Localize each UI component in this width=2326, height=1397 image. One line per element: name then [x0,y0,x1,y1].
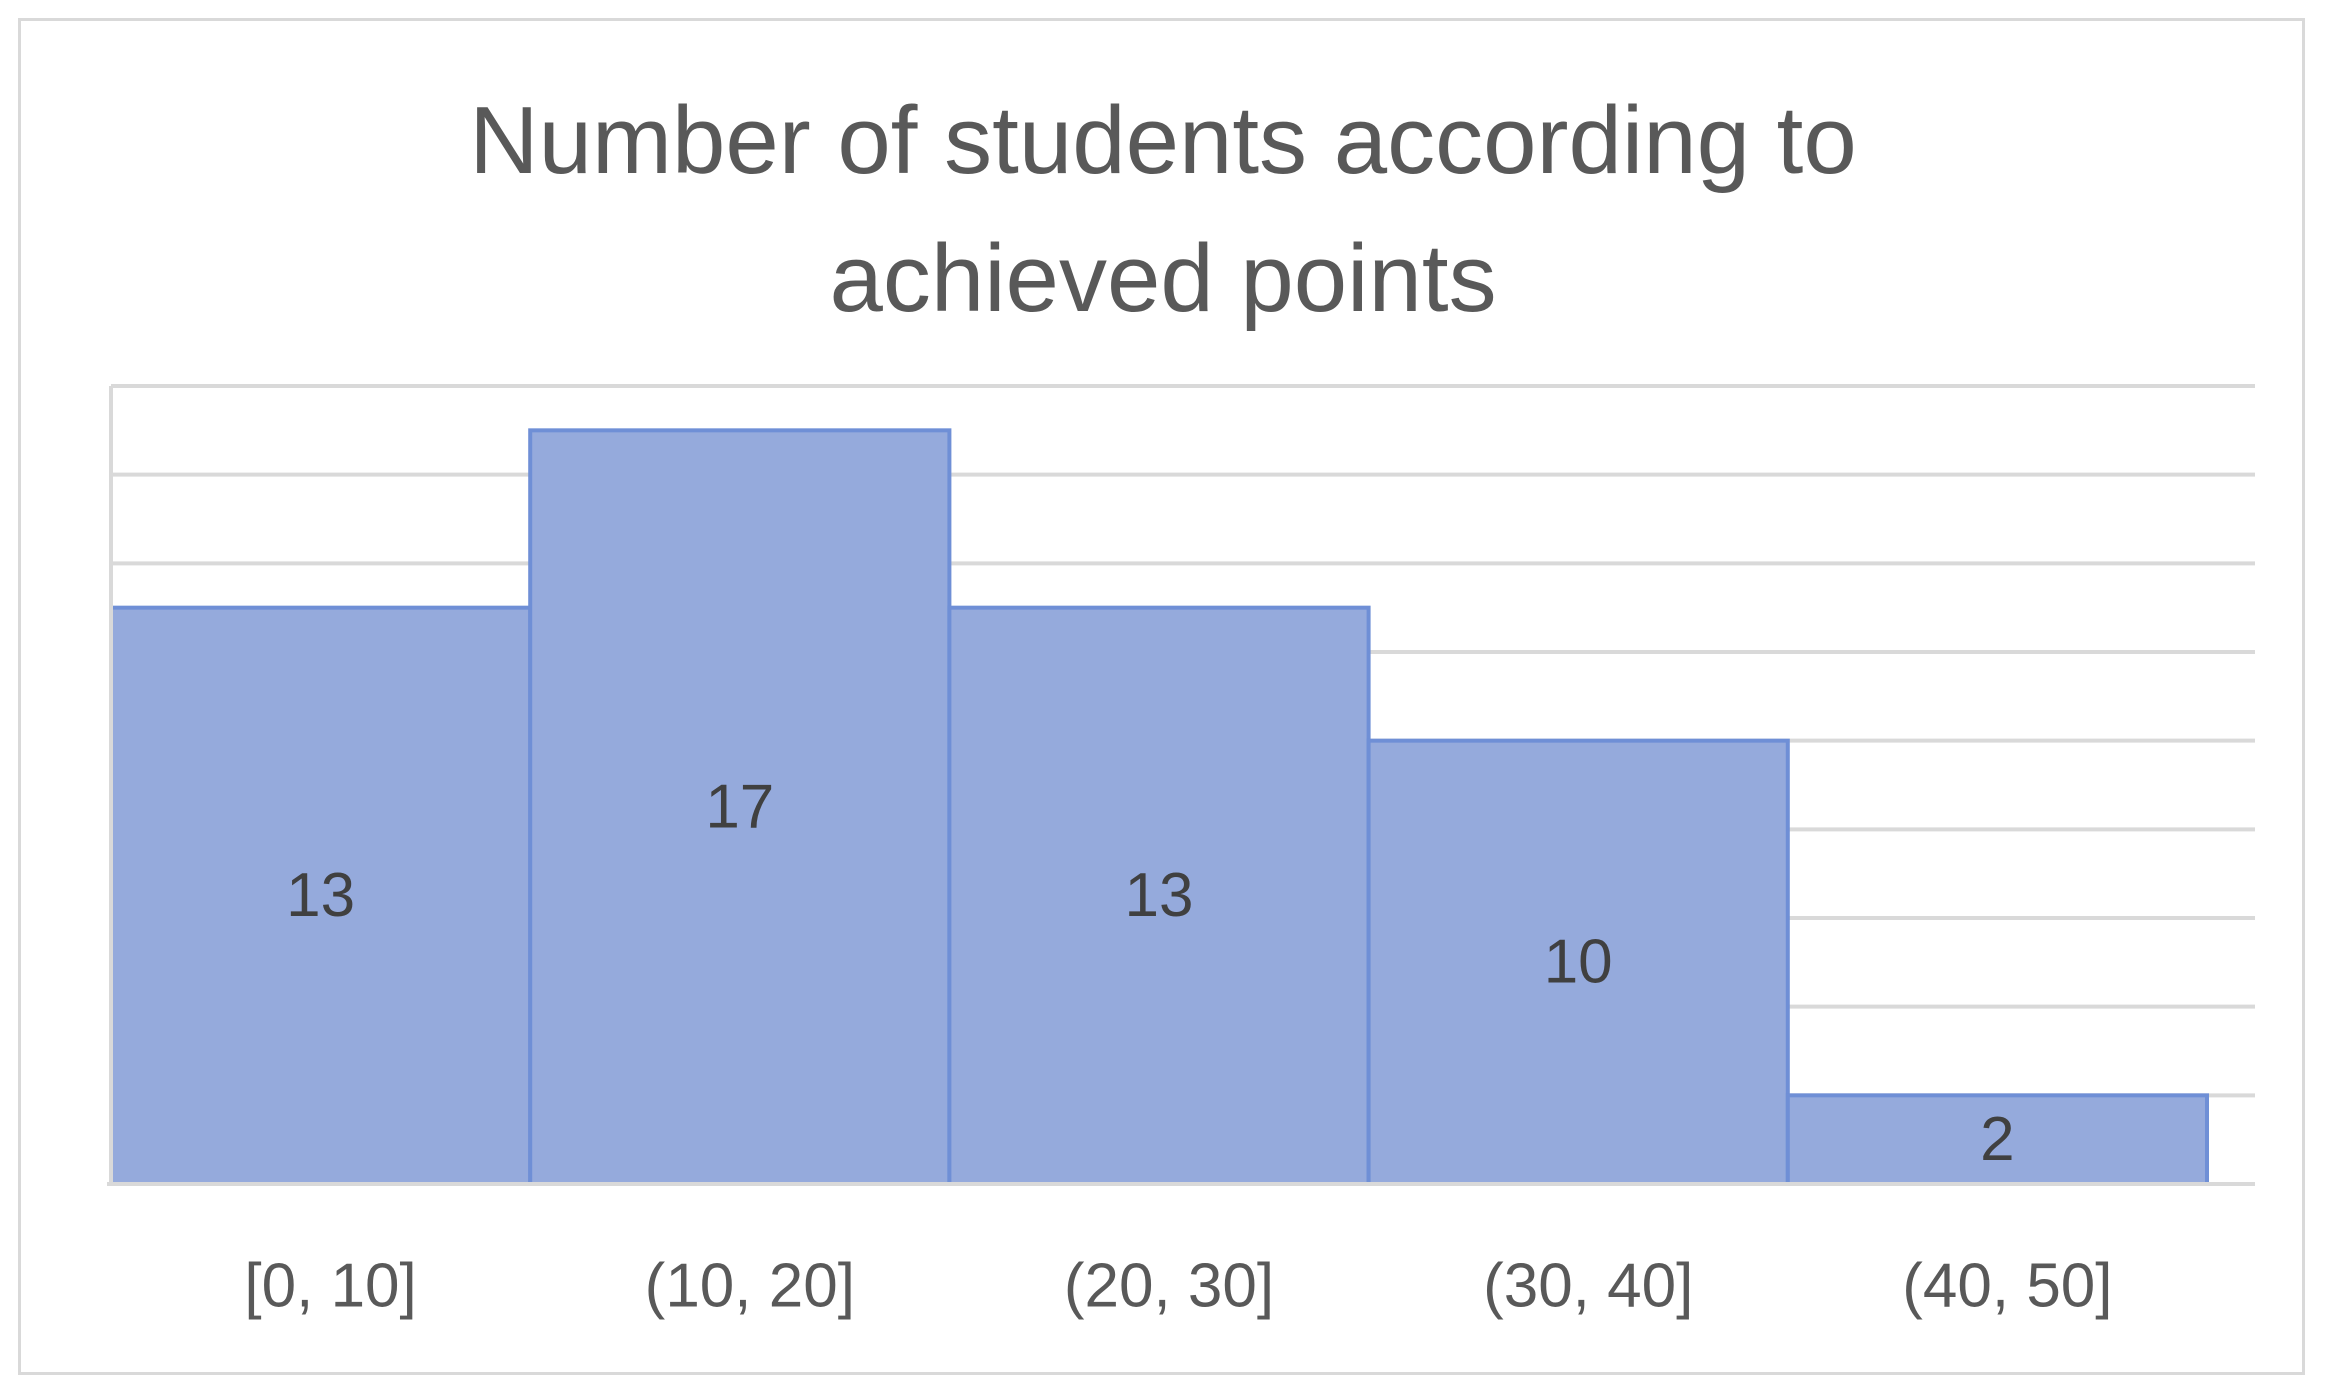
data-label: 10 [1544,928,1613,997]
data-label: 2 [1980,1105,2014,1174]
chart-frame [18,18,2305,1375]
bar [109,605,533,1186]
x-tick-label: (20, 30] [1064,1251,1274,1320]
bar [528,428,952,1187]
x-tick-label: (30, 40] [1483,1251,1693,1320]
data-label: 17 [705,773,774,842]
x-tick-label: (40, 50] [1902,1251,2112,1320]
chart-title: Number of students according to achieved… [469,87,1857,332]
data-label: 13 [1125,861,1194,930]
data-label: 13 [286,861,355,930]
bar [1366,738,1790,1187]
x-tick-label: [0, 10] [244,1251,416,1320]
x-tick-label: (10, 20] [645,1251,855,1320]
